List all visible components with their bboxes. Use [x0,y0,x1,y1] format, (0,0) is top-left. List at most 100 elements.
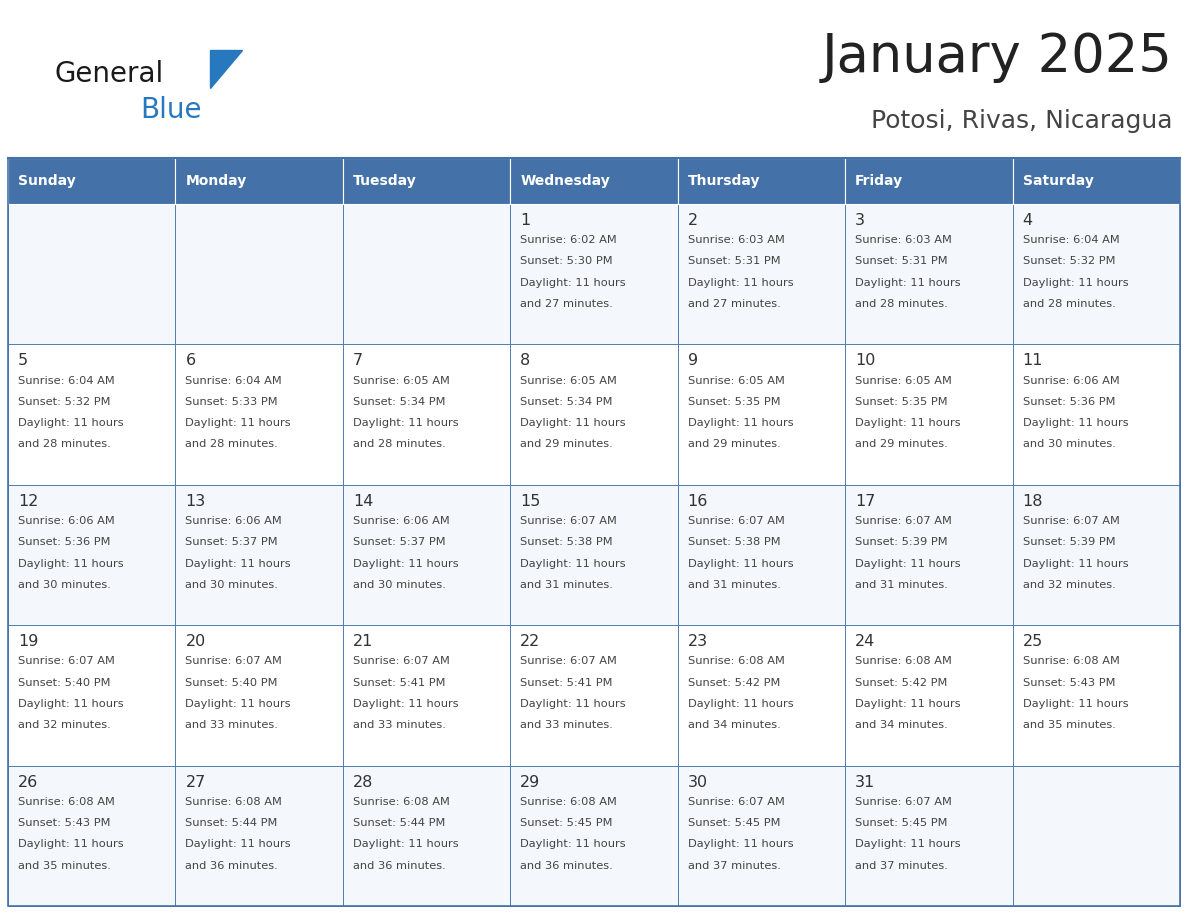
Text: and 36 minutes.: and 36 minutes. [353,861,446,870]
Bar [511,204,677,344]
Text: Sunset: 5:44 PM: Sunset: 5:44 PM [353,818,446,828]
Bar [511,344,677,485]
Text: Sunrise: 6:08 AM: Sunrise: 6:08 AM [353,797,450,807]
Bar [511,485,677,625]
Text: Daylight: 11 hours: Daylight: 11 hours [855,278,961,287]
Bar [176,625,343,766]
Text: Sunrise: 6:08 AM: Sunrise: 6:08 AM [855,656,952,666]
Text: 20: 20 [185,634,206,649]
Text: 19: 19 [18,634,38,649]
Text: Daylight: 11 hours: Daylight: 11 hours [688,699,794,709]
Text: Daylight: 11 hours: Daylight: 11 hours [18,839,124,849]
Text: Sunset: 5:40 PM: Sunset: 5:40 PM [18,677,110,688]
Bar [1012,766,1180,906]
Text: Daylight: 11 hours: Daylight: 11 hours [520,839,626,849]
Text: Sunset: 5:36 PM: Sunset: 5:36 PM [18,537,110,547]
Bar [677,766,845,906]
Text: and 32 minutes.: and 32 minutes. [1023,580,1116,590]
Text: and 28 minutes.: and 28 minutes. [855,299,948,309]
Text: and 28 minutes.: and 28 minutes. [353,440,446,450]
Text: and 31 minutes.: and 31 minutes. [855,580,948,590]
Bar [677,344,845,485]
Text: Sunrise: 6:05 AM: Sunrise: 6:05 AM [520,375,617,386]
Text: 9: 9 [688,353,697,368]
Text: Saturday: Saturday [1023,174,1093,188]
Text: and 33 minutes.: and 33 minutes. [185,721,278,730]
Text: 27: 27 [185,775,206,789]
Text: Blue: Blue [140,96,202,124]
Bar [176,204,343,344]
Text: and 33 minutes.: and 33 minutes. [353,721,446,730]
Bar [511,158,677,204]
Text: Sunset: 5:39 PM: Sunset: 5:39 PM [855,537,948,547]
Text: Sunset: 5:43 PM: Sunset: 5:43 PM [18,818,110,828]
Text: Sunrise: 6:08 AM: Sunrise: 6:08 AM [18,797,115,807]
Bar [1012,625,1180,766]
Text: Sunset: 5:35 PM: Sunset: 5:35 PM [688,397,781,407]
Text: Daylight: 11 hours: Daylight: 11 hours [353,839,459,849]
Bar [1012,344,1180,485]
Text: and 30 minutes.: and 30 minutes. [18,580,110,590]
Text: Sunrise: 6:05 AM: Sunrise: 6:05 AM [688,375,784,386]
Text: Sunset: 5:32 PM: Sunset: 5:32 PM [1023,256,1116,266]
Text: Daylight: 11 hours: Daylight: 11 hours [353,699,459,709]
Text: and 32 minutes.: and 32 minutes. [18,721,110,730]
Text: Sunrise: 6:06 AM: Sunrise: 6:06 AM [1023,375,1119,386]
Text: and 29 minutes.: and 29 minutes. [520,440,613,450]
Text: Sunrise: 6:03 AM: Sunrise: 6:03 AM [855,235,952,245]
Text: and 31 minutes.: and 31 minutes. [520,580,613,590]
Text: Sunset: 5:40 PM: Sunset: 5:40 PM [185,677,278,688]
Text: General: General [55,60,164,88]
Text: and 27 minutes.: and 27 minutes. [520,299,613,309]
Text: 12: 12 [18,494,38,509]
Text: and 30 minutes.: and 30 minutes. [1023,440,1116,450]
Polygon shape [210,50,242,88]
Text: Sunrise: 6:07 AM: Sunrise: 6:07 AM [185,656,283,666]
Bar [343,625,511,766]
Text: Sunrise: 6:07 AM: Sunrise: 6:07 AM [688,516,784,526]
Text: 10: 10 [855,353,876,368]
Text: Sunrise: 6:02 AM: Sunrise: 6:02 AM [520,235,617,245]
Text: Sunset: 5:33 PM: Sunset: 5:33 PM [185,397,278,407]
Text: 15: 15 [520,494,541,509]
Text: Sunset: 5:31 PM: Sunset: 5:31 PM [688,256,781,266]
Bar [677,485,845,625]
Text: 25: 25 [1023,634,1043,649]
Bar [343,344,511,485]
Text: and 27 minutes.: and 27 minutes. [688,299,781,309]
Bar [845,625,1012,766]
Text: Sunrise: 6:07 AM: Sunrise: 6:07 AM [688,797,784,807]
Text: 31: 31 [855,775,876,789]
Text: Friday: Friday [855,174,903,188]
Text: 2: 2 [688,213,697,228]
Text: 3: 3 [855,213,865,228]
Bar [1012,485,1180,625]
Text: Daylight: 11 hours: Daylight: 11 hours [1023,699,1129,709]
Text: 30: 30 [688,775,708,789]
Text: and 28 minutes.: and 28 minutes. [185,440,278,450]
Text: Sunset: 5:32 PM: Sunset: 5:32 PM [18,397,110,407]
Text: Sunset: 5:38 PM: Sunset: 5:38 PM [688,537,781,547]
Text: Thursday: Thursday [688,174,760,188]
Bar [8,204,176,344]
Text: Daylight: 11 hours: Daylight: 11 hours [855,699,961,709]
Bar [176,766,343,906]
Text: Daylight: 11 hours: Daylight: 11 hours [185,418,291,428]
Text: 4: 4 [1023,213,1032,228]
Text: Sunset: 5:42 PM: Sunset: 5:42 PM [688,677,781,688]
Text: Sunset: 5:39 PM: Sunset: 5:39 PM [1023,537,1116,547]
Text: Daylight: 11 hours: Daylight: 11 hours [520,558,626,568]
Text: Sunrise: 6:08 AM: Sunrise: 6:08 AM [1023,656,1119,666]
Text: Daylight: 11 hours: Daylight: 11 hours [688,839,794,849]
Bar [8,485,176,625]
Text: 21: 21 [353,634,373,649]
Text: Sunrise: 6:03 AM: Sunrise: 6:03 AM [688,235,784,245]
Bar [677,204,845,344]
Text: Daylight: 11 hours: Daylight: 11 hours [520,278,626,287]
Text: Daylight: 11 hours: Daylight: 11 hours [855,839,961,849]
Bar [8,766,176,906]
Text: Sunset: 5:41 PM: Sunset: 5:41 PM [353,677,446,688]
Text: Sunrise: 6:08 AM: Sunrise: 6:08 AM [520,797,617,807]
Text: Sunset: 5:45 PM: Sunset: 5:45 PM [855,818,948,828]
Text: 24: 24 [855,634,876,649]
